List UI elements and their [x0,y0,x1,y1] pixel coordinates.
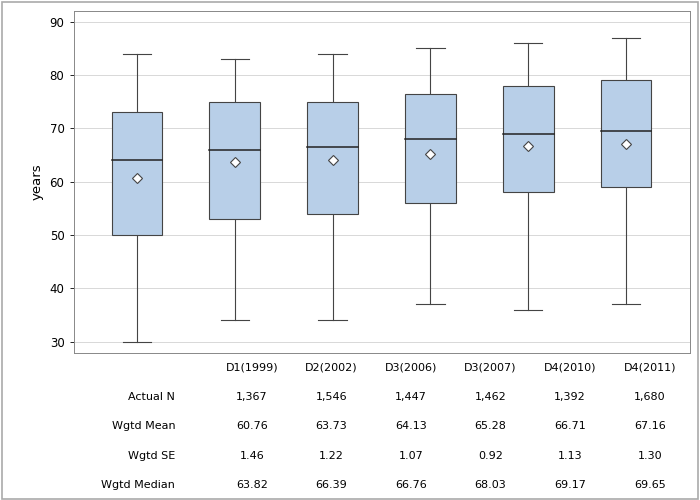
Text: 1,680: 1,680 [634,392,666,402]
Bar [503,86,554,192]
Text: Wgtd Mean: Wgtd Mean [111,421,175,431]
Text: 1,546: 1,546 [316,392,347,402]
Bar [601,80,652,187]
Text: 1,367: 1,367 [236,392,267,402]
Text: 0.92: 0.92 [478,451,503,461]
Text: 66.39: 66.39 [316,480,347,490]
Bar [405,94,456,203]
Text: 69.65: 69.65 [634,480,666,490]
Text: 1.22: 1.22 [319,451,344,461]
Text: 1.07: 1.07 [398,451,424,461]
Text: Actual N: Actual N [128,392,175,402]
Bar [307,102,358,214]
Text: 1.30: 1.30 [638,451,662,461]
Text: 64.13: 64.13 [395,421,427,431]
Text: D4(2011): D4(2011) [624,362,676,372]
Text: D1(1999): D1(1999) [225,362,278,372]
Text: 69.17: 69.17 [554,480,586,490]
Text: 67.16: 67.16 [634,421,666,431]
Text: 1,392: 1,392 [554,392,586,402]
Text: 1,462: 1,462 [475,392,507,402]
Text: 1.46: 1.46 [239,451,265,461]
Text: 1.13: 1.13 [558,451,582,461]
Text: D4(2010): D4(2010) [544,362,596,372]
Bar [209,102,260,219]
Text: 63.82: 63.82 [236,480,268,490]
Text: 63.73: 63.73 [316,421,347,431]
Y-axis label: years: years [31,164,44,200]
Text: 65.28: 65.28 [475,421,507,431]
Text: 1,447: 1,447 [395,392,427,402]
Text: 60.76: 60.76 [236,421,268,431]
Text: Wgtd Median: Wgtd Median [102,480,175,490]
Text: 66.76: 66.76 [395,480,427,490]
Text: Wgtd SE: Wgtd SE [128,451,175,461]
Text: 66.71: 66.71 [554,421,586,431]
Bar [111,112,162,235]
Text: 68.03: 68.03 [475,480,507,490]
Text: D3(2006): D3(2006) [385,362,438,372]
Text: D2(2002): D2(2002) [305,362,358,372]
Text: D3(2007): D3(2007) [464,362,517,372]
